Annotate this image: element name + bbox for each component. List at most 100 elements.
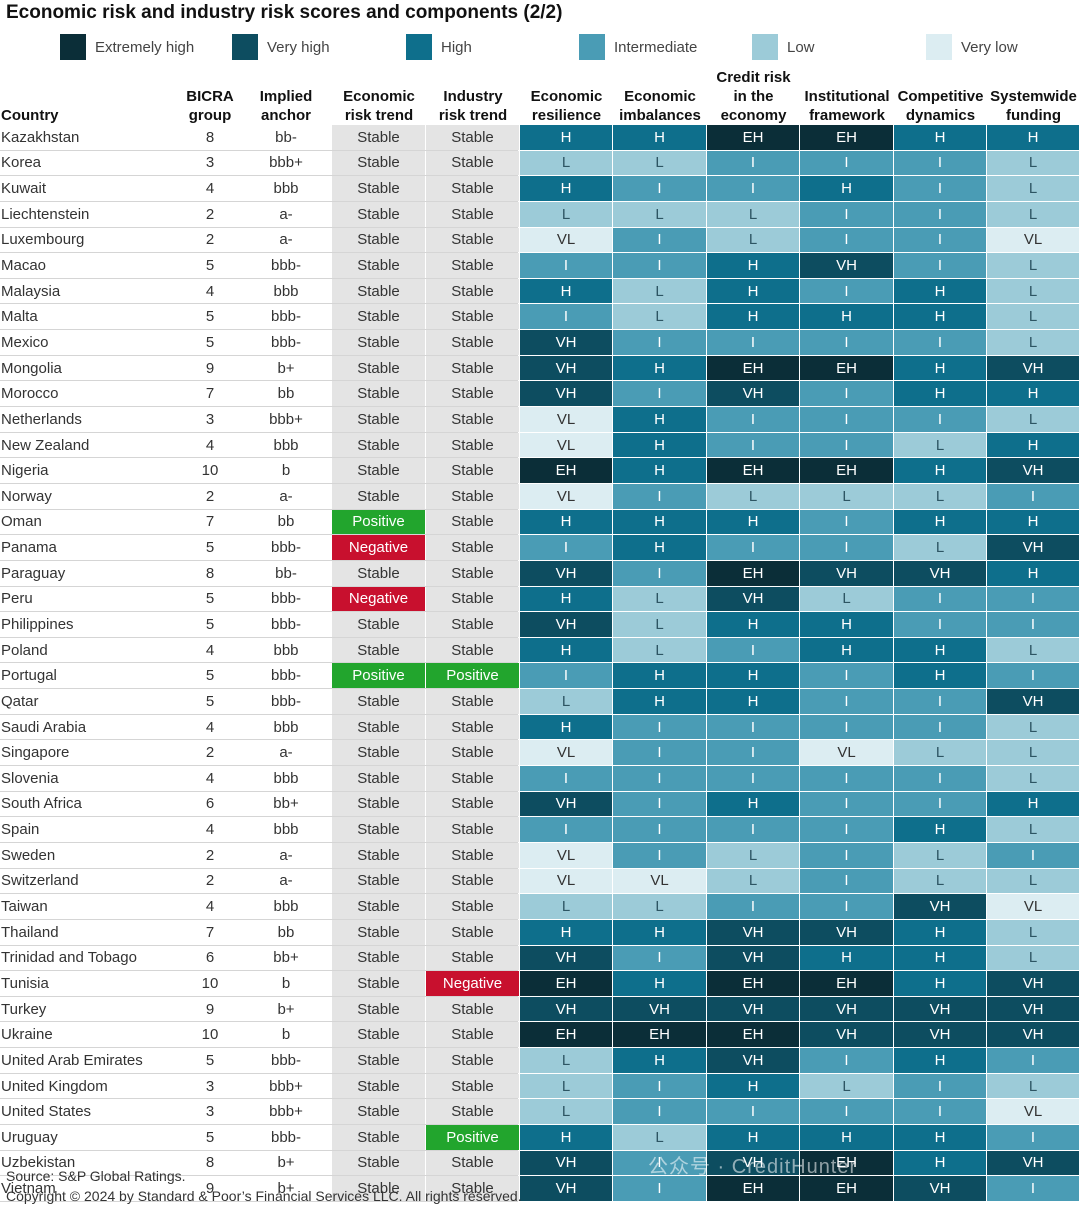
cell-competitive-dynamics: I bbox=[894, 407, 987, 432]
cell-industry-risk-trend: Stable bbox=[426, 509, 520, 535]
cell-country: Paraguay bbox=[1, 564, 66, 582]
cell-implied-anchor: bbb- bbox=[270, 539, 302, 557]
table-row: Netherlands 3 bbb+ Stable Stable VL H I I I L bbox=[0, 407, 1080, 433]
cell-competitive-dynamics: H bbox=[894, 509, 987, 535]
cell-institutional-framework: I bbox=[800, 766, 894, 791]
cell-country: Portugal bbox=[1, 667, 57, 685]
cell-economic-resilience: VH bbox=[520, 355, 613, 381]
row-divider bbox=[0, 534, 518, 536]
cell-economic-imbalances: L bbox=[613, 201, 707, 227]
table-row: South Africa 6 bb+ Stable Stable VH I H I I H bbox=[0, 791, 1080, 818]
cell-implied-anchor: bbb- bbox=[270, 1051, 302, 1069]
cell-competitive-dynamics: I bbox=[894, 586, 987, 612]
cell-country: Switzerland bbox=[1, 872, 79, 890]
cell-bicra-group: 3 bbox=[205, 154, 215, 172]
cell-country: Macao bbox=[1, 257, 47, 275]
cell-industry-risk-trend: Negative bbox=[426, 971, 520, 996]
cell-systemwide-funding: L bbox=[987, 407, 1080, 432]
cell-systemwide-funding: H bbox=[987, 509, 1080, 535]
cell-industry-risk-trend: Positive bbox=[426, 663, 520, 689]
row-divider bbox=[0, 303, 518, 305]
cell-competitive-dynamics: H bbox=[894, 381, 987, 407]
row-divider bbox=[0, 739, 518, 741]
copyright-note: Copyright © 2024 by Standard & Poor’s Fi… bbox=[6, 1188, 522, 1204]
cell-bicra-group: 5 bbox=[205, 1051, 215, 1069]
cell-bicra-group: 2 bbox=[205, 846, 215, 864]
cell-industry-risk-trend: Stable bbox=[426, 253, 520, 278]
cell-country: Norway bbox=[1, 487, 52, 505]
cell-economic-risk-trend: Stable bbox=[332, 868, 426, 894]
cell-country: Nigeria bbox=[1, 462, 49, 480]
cell-credit-risk: I bbox=[707, 766, 800, 791]
cell-credit-risk: EH bbox=[707, 125, 800, 150]
cell-institutional-framework: I bbox=[800, 714, 894, 740]
cell-systemwide-funding: L bbox=[987, 1073, 1080, 1099]
cell-competitive-dynamics: H bbox=[894, 355, 987, 381]
table-row: Nigeria 10 b Stable Stable EH H EH EH H VH bbox=[0, 458, 1080, 484]
cell-institutional-framework: I bbox=[800, 150, 894, 176]
row-divider bbox=[0, 457, 518, 459]
table-row: New Zealand 4 bbb Stable Stable VL H I I L H bbox=[0, 432, 1080, 459]
row-divider bbox=[0, 559, 518, 561]
cell-economic-imbalances: I bbox=[613, 381, 707, 407]
cell-competitive-dynamics: I bbox=[894, 330, 987, 355]
cell-industry-risk-trend: Stable bbox=[426, 458, 520, 483]
row-divider bbox=[0, 1175, 518, 1177]
cell-implied-anchor: bbb bbox=[273, 718, 299, 736]
cell-economic-risk-trend: Stable bbox=[332, 560, 426, 586]
cell-economic-imbalances: VH bbox=[613, 996, 707, 1022]
cell-country: Liechtenstein bbox=[1, 205, 90, 223]
cell-economic-imbalances: I bbox=[613, 714, 707, 740]
legend-label: Intermediate bbox=[614, 38, 698, 56]
cell-country: Singapore bbox=[1, 744, 70, 762]
cell-economic-imbalances: I bbox=[613, 1073, 707, 1099]
cell-economic-imbalances: H bbox=[613, 355, 707, 381]
cell-systemwide-funding: H bbox=[987, 560, 1080, 586]
cell-country: Uruguay bbox=[1, 1128, 58, 1146]
cell-implied-anchor: bbb- bbox=[270, 257, 302, 275]
cell-industry-risk-trend: Stable bbox=[426, 176, 520, 201]
row-divider bbox=[0, 970, 518, 972]
cell-industry-risk-trend: Stable bbox=[426, 919, 520, 945]
cell-bicra-group: 4 bbox=[205, 769, 215, 787]
table-row: Luxembourg 2 a- Stable Stable VL I L I I VL bbox=[0, 227, 1080, 254]
cell-competitive-dynamics: H bbox=[894, 971, 987, 996]
cell-economic-risk-trend: Stable bbox=[332, 253, 426, 278]
cell-implied-anchor: b bbox=[281, 462, 291, 480]
cell-economic-risk-trend: Negative bbox=[332, 535, 426, 560]
cell-competitive-dynamics: I bbox=[894, 227, 987, 253]
table-row: Malta 5 bbb- Stable Stable I L H H H L bbox=[0, 304, 1080, 331]
cell-country: Oman bbox=[1, 513, 42, 531]
cell-economic-imbalances: VL bbox=[613, 868, 707, 894]
cell-industry-risk-trend: Stable bbox=[426, 766, 520, 791]
table-row: Kuwait 4 bbb Stable Stable H I I H I L bbox=[0, 176, 1080, 202]
cell-credit-risk: H bbox=[707, 278, 800, 304]
cell-competitive-dynamics: I bbox=[894, 766, 987, 791]
cell-institutional-framework: H bbox=[800, 612, 894, 637]
cell-economic-risk-trend: Negative bbox=[332, 586, 426, 612]
cell-systemwide-funding: VH bbox=[987, 1150, 1080, 1176]
cell-economic-imbalances: I bbox=[613, 740, 707, 766]
cell-industry-risk-trend: Stable bbox=[426, 227, 520, 253]
cell-bicra-group: 6 bbox=[205, 949, 215, 967]
cell-credit-risk: I bbox=[707, 150, 800, 176]
cell-competitive-dynamics: VH bbox=[894, 1176, 987, 1201]
header-economic-imbalances: Economic imbalances bbox=[619, 88, 701, 124]
cell-economic-resilience: EH bbox=[520, 971, 613, 996]
cell-institutional-framework: L bbox=[800, 1073, 894, 1099]
cell-country: Taiwan bbox=[1, 898, 48, 916]
cell-economic-risk-trend: Stable bbox=[332, 919, 426, 945]
cell-credit-risk: I bbox=[707, 740, 800, 766]
cell-economic-resilience: I bbox=[520, 535, 613, 560]
cell-institutional-framework: I bbox=[800, 1048, 894, 1073]
cell-industry-risk-trend: Stable bbox=[426, 842, 520, 868]
table-row: Turkey 9 b+ Stable Stable VH VH VH VH VH VH bbox=[0, 996, 1080, 1023]
cell-bicra-group: 2 bbox=[205, 231, 215, 249]
cell-systemwide-funding: L bbox=[987, 919, 1080, 945]
cell-systemwide-funding: H bbox=[987, 125, 1080, 150]
row-divider bbox=[0, 918, 518, 920]
cell-bicra-group: 6 bbox=[205, 795, 215, 813]
table-row: Macao 5 bbb- Stable Stable I I H VH I L bbox=[0, 253, 1080, 279]
row-divider bbox=[0, 277, 518, 279]
cell-economic-imbalances: I bbox=[613, 330, 707, 355]
